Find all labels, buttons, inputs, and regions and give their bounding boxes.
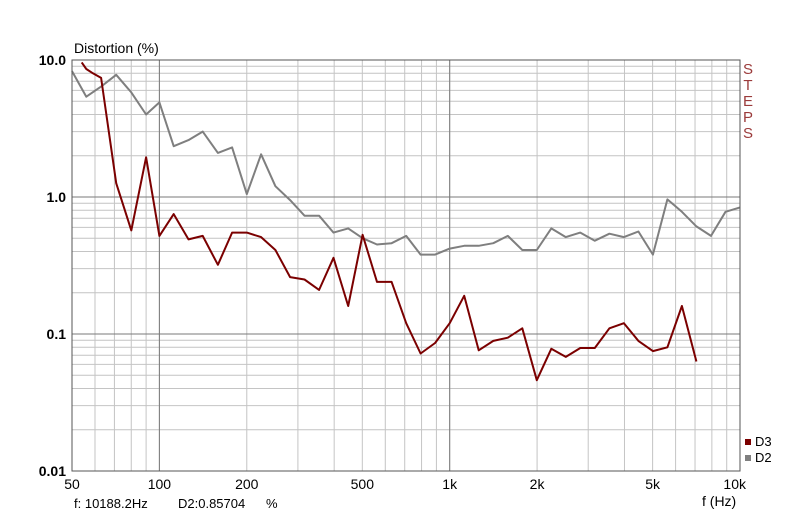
x-tick-label: 500	[351, 476, 375, 492]
x-tick-label: 2k	[530, 476, 546, 492]
side-label-letter: P	[743, 109, 753, 126]
series-line-d3	[80, 61, 698, 382]
y-tick-label: 10.0	[39, 52, 66, 68]
x-axis-label: f (Hz)	[702, 493, 736, 509]
grid-major	[72, 60, 740, 471]
legend-swatch-d2	[745, 455, 751, 461]
side-label-letter: E	[743, 93, 753, 110]
plot-frame	[71, 59, 741, 472]
series-line-d2	[71, 70, 741, 256]
side-label-letter: S	[743, 61, 753, 78]
grid-minor	[72, 60, 740, 471]
x-tick-label: 50	[64, 476, 80, 492]
y-tick-label: 0.1	[47, 326, 67, 342]
x-tick-label: 1k	[442, 476, 458, 492]
y-tick-labels: 10.0 1.0 0.1 0.01	[39, 52, 66, 479]
side-label-letter: S	[743, 125, 753, 142]
legend-label-d2: D2	[755, 450, 772, 465]
legend-label-d3: D3	[755, 434, 772, 449]
side-label-letter: T	[743, 77, 752, 94]
x-tick-labels: 50 100 200 500 1k 2k 5k 10k	[64, 476, 747, 492]
readout-d2-value: D2:0.85704	[178, 496, 245, 511]
x-tick-label: 10k	[723, 476, 747, 492]
x-tick-label: 100	[148, 476, 172, 492]
series-layer	[71, 61, 741, 382]
y-axis-label: Distortion (%)	[74, 40, 159, 56]
x-tick-label: 5k	[645, 476, 661, 492]
readout-unit: %	[266, 496, 278, 511]
legend-swatch-d3	[745, 439, 751, 445]
y-tick-label: 1.0	[47, 189, 67, 205]
x-tick-label: 200	[235, 476, 259, 492]
readout-frequency: f: 10188.2Hz	[74, 496, 148, 511]
y-tick-label: 0.01	[39, 463, 66, 479]
